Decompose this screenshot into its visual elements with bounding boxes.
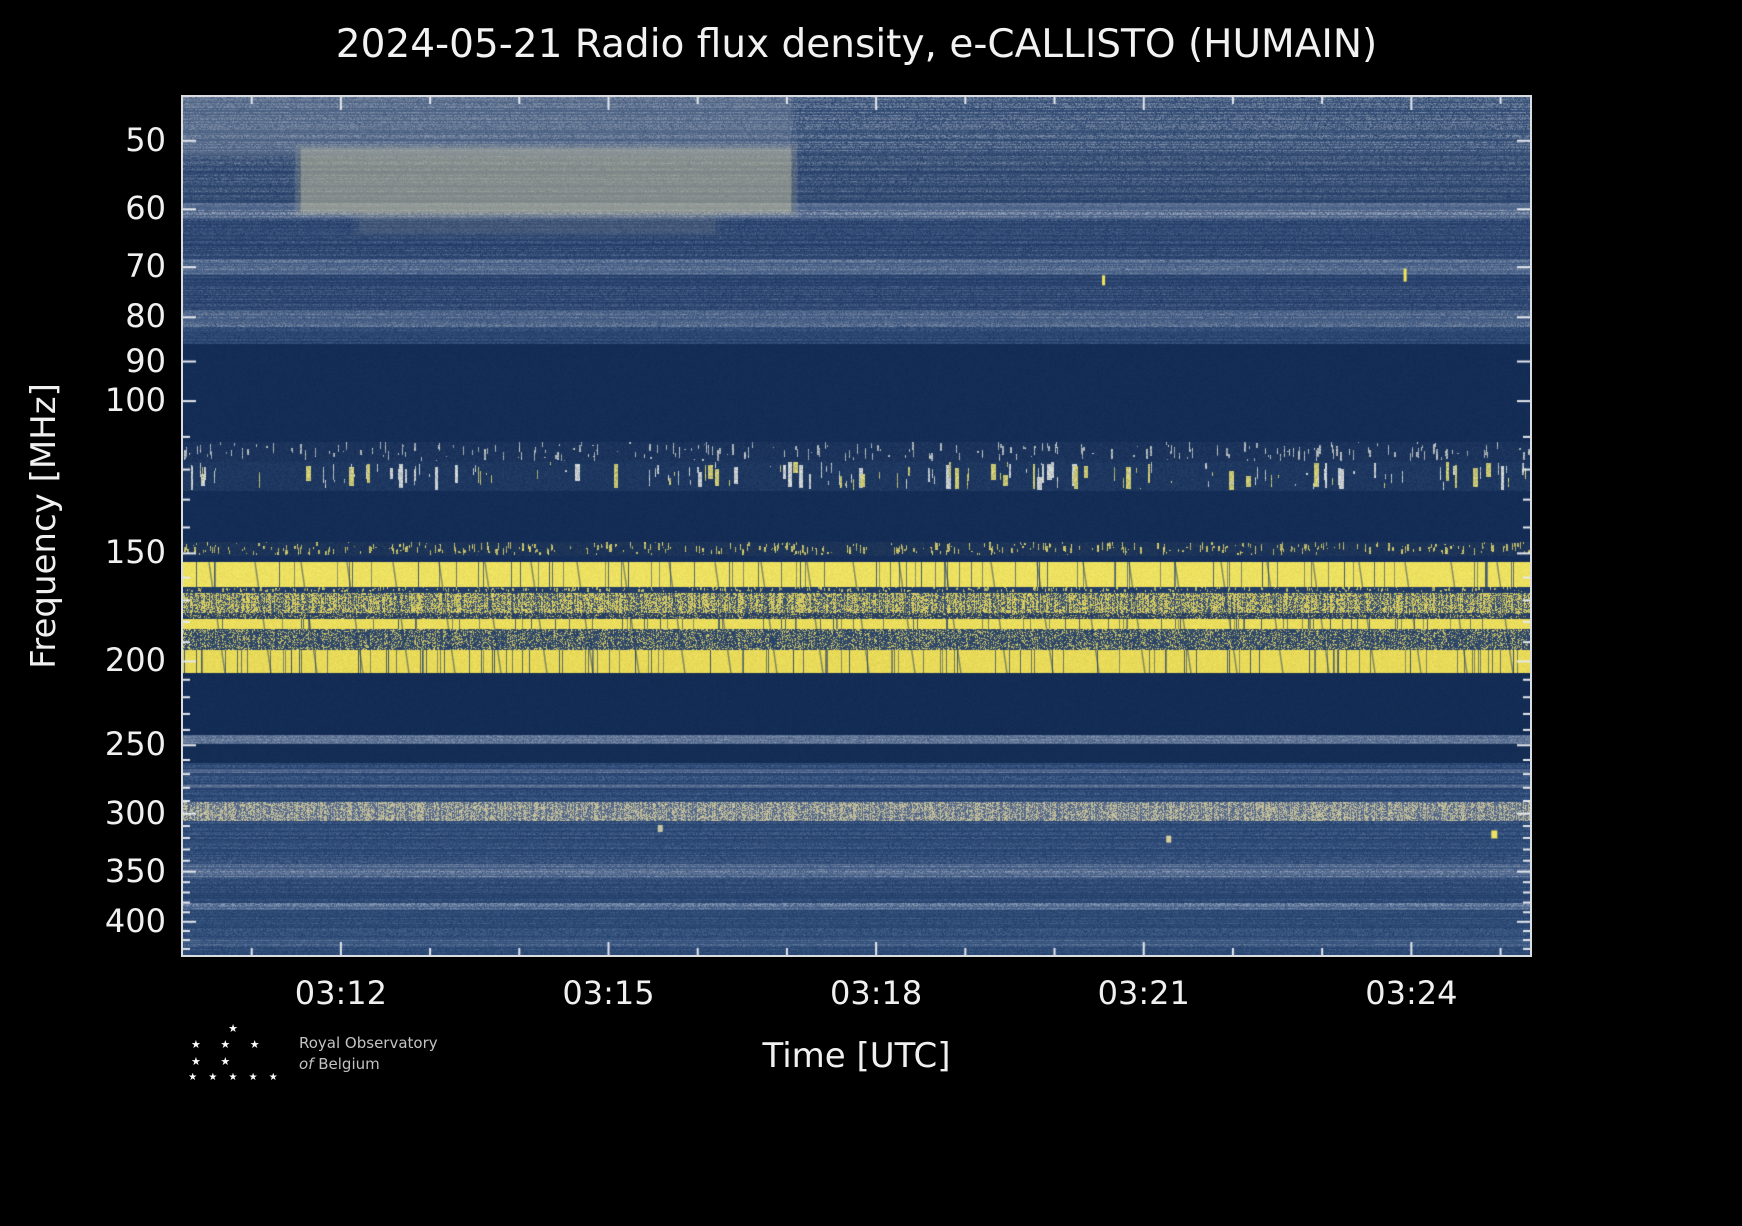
y-tick-label: 250 (104, 725, 166, 764)
y-tick-label: 70 (125, 247, 166, 286)
star-row: ★ (228, 1022, 238, 1035)
rob-logo-stars-icon: ★ ★ ★ ★ ★ ★ ★ ★ ★ ★ ★ (183, 1022, 283, 1085)
y-tick-label: 350 (104, 851, 166, 890)
y-tick-label: 200 (104, 641, 166, 680)
y-tick-label: 50 (125, 120, 166, 159)
rob-logo-line2: of Belgium (299, 1054, 438, 1075)
x-tick-label: 03:12 (294, 974, 387, 1012)
x-axis-label: Time [UTC] (762, 1036, 951, 1076)
rob-logo: ★ ★ ★ ★ ★ ★ ★ ★ ★ ★ ★ Royal Observatory … (183, 1022, 438, 1085)
star-row: ★ ★ ★ ★ ★ (191, 1038, 268, 1068)
y-tick-label: 300 (104, 793, 166, 832)
rob-logo-line2-main: Belgium (318, 1054, 380, 1073)
y-tick-label: 100 (104, 381, 166, 420)
x-tick-label: 03:24 (1365, 974, 1458, 1012)
plot-frame (181, 95, 1532, 957)
y-axis-label: Frequency [MHz] (24, 383, 64, 669)
y-tick-label: 90 (125, 341, 166, 380)
chart-title: 2024-05-21 Radio flux density, e-CALLIST… (335, 22, 1378, 67)
y-tick-label: 60 (125, 189, 166, 228)
rob-logo-line1: Royal Observatory (299, 1033, 438, 1052)
rob-logo-line2-prefix: of (299, 1054, 314, 1073)
rob-logo-text: Royal Observatory of Belgium (299, 1033, 438, 1075)
x-tick-label: 03:15 (562, 974, 655, 1012)
x-tick-label: 03:18 (830, 974, 923, 1012)
x-tick-label: 03:21 (1097, 974, 1190, 1012)
y-tick-label: 80 (125, 297, 166, 336)
y-tick-label: 400 (104, 901, 166, 940)
star-row: ★ ★ ★ ★ ★ (188, 1072, 282, 1083)
y-tick-label: 150 (104, 533, 166, 572)
spectrogram-canvas (183, 97, 1530, 955)
